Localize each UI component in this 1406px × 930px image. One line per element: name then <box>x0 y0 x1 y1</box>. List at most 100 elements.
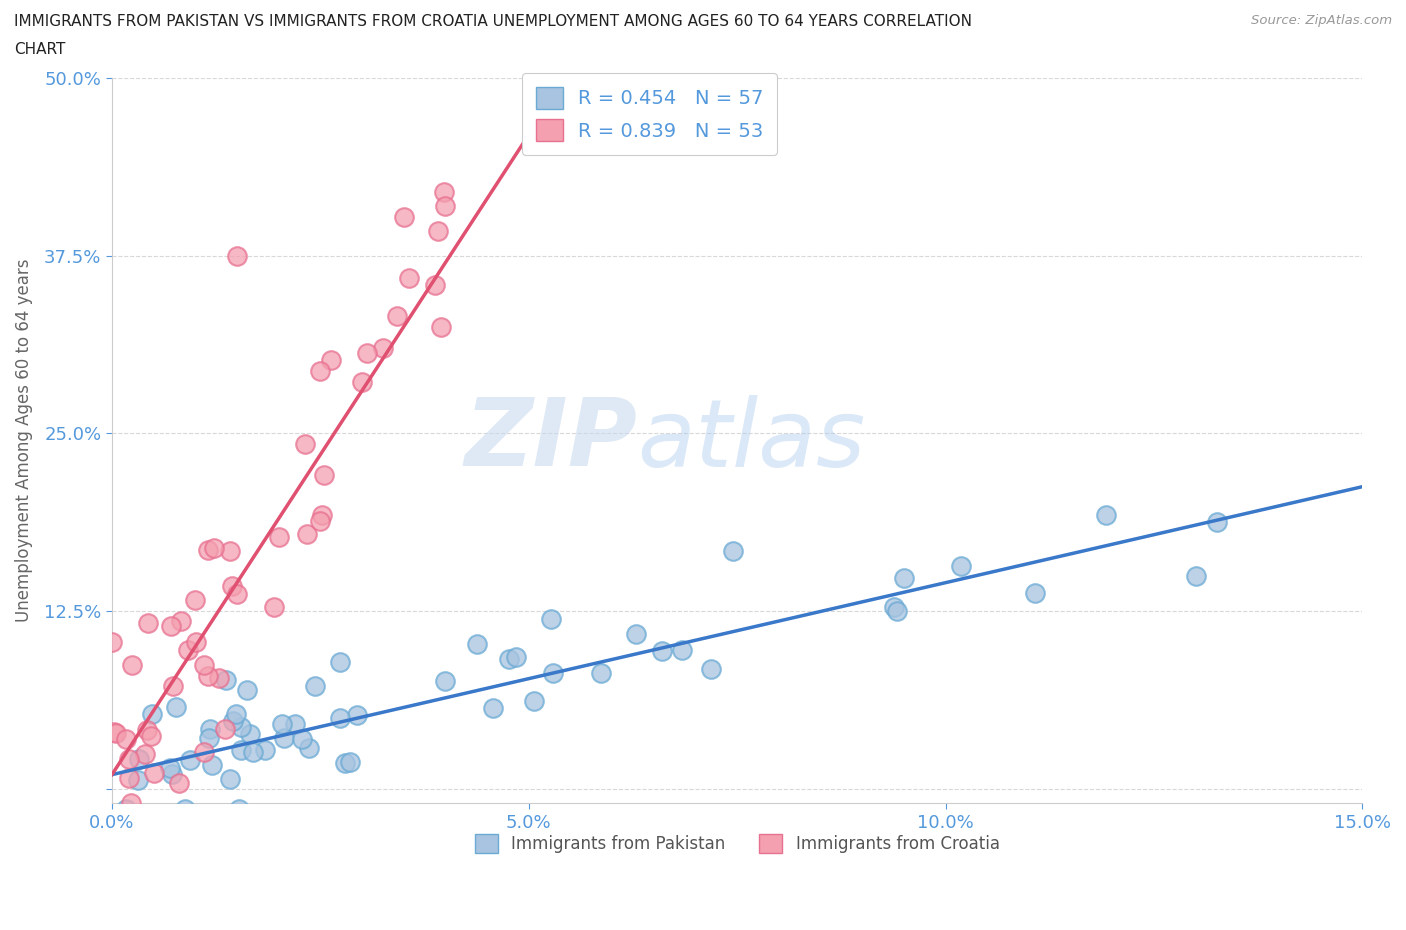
Point <box>254 742 277 757</box>
Point <box>160 767 183 782</box>
Point <box>159 761 181 776</box>
Point <box>309 514 332 529</box>
Point <box>319 353 342 368</box>
Point <box>121 658 143 672</box>
Point <box>225 707 247 722</box>
Point <box>215 673 238 688</box>
Point <box>207 671 229 685</box>
Legend: Immigrants from Pakistan, Immigrants from Croatia: Immigrants from Pakistan, Immigrants fro… <box>468 828 1007 860</box>
Point <box>346 707 368 722</box>
Point <box>115 802 138 817</box>
Point <box>721 544 744 559</box>
Point <box>350 375 373 390</box>
Point <box>1184 569 1206 584</box>
Point <box>141 707 163 722</box>
Point <box>166 814 188 829</box>
Point <box>433 185 456 200</box>
Point <box>294 436 316 451</box>
Point <box>304 678 326 693</box>
Point <box>271 716 294 731</box>
Point <box>160 618 183 633</box>
Point <box>118 751 141 766</box>
Point <box>103 900 125 915</box>
Point <box>103 724 125 739</box>
Point <box>136 616 159 631</box>
Point <box>193 658 215 672</box>
Point <box>228 801 250 816</box>
Point <box>465 637 488 652</box>
Point <box>222 713 245 728</box>
Point <box>174 802 197 817</box>
Point <box>426 224 449 239</box>
Point <box>523 694 546 709</box>
Point <box>298 740 321 755</box>
Point <box>118 770 141 785</box>
Point <box>671 643 693 658</box>
Point <box>329 711 352 725</box>
Y-axis label: Unemployment Among Ages 60 to 64 years: Unemployment Among Ages 60 to 64 years <box>15 259 32 622</box>
Point <box>543 666 565 681</box>
Point <box>1024 585 1046 600</box>
Point <box>219 543 242 558</box>
Point <box>651 644 673 658</box>
Point <box>886 604 908 618</box>
Point <box>893 571 915 586</box>
Point <box>221 578 243 593</box>
Point <box>329 654 352 669</box>
Point <box>273 731 295 746</box>
Point <box>239 726 262 741</box>
Point <box>434 673 457 688</box>
Point <box>193 745 215 760</box>
Point <box>127 772 149 787</box>
Point <box>184 593 207 608</box>
Point <box>226 248 249 263</box>
Point <box>229 720 252 735</box>
Point <box>1095 507 1118 522</box>
Point <box>120 795 142 810</box>
Point <box>218 772 240 787</box>
Point <box>197 730 219 745</box>
Point <box>162 679 184 694</box>
Point <box>101 634 124 649</box>
Point <box>482 700 505 715</box>
Point <box>356 346 378 361</box>
Point <box>624 627 647 642</box>
Point <box>202 540 225 555</box>
Point <box>105 725 128 740</box>
Text: Source: ZipAtlas.com: Source: ZipAtlas.com <box>1251 14 1392 27</box>
Point <box>314 468 336 483</box>
Point <box>200 722 222 737</box>
Point <box>139 728 162 743</box>
Point <box>883 599 905 614</box>
Point <box>498 652 520 667</box>
Point <box>128 751 150 766</box>
Point <box>179 752 201 767</box>
Point <box>505 650 527 665</box>
Point <box>284 717 307 732</box>
Point <box>267 529 290 544</box>
Point <box>434 199 457 214</box>
Text: IMMIGRANTS FROM PAKISTAN VS IMMIGRANTS FROM CROATIA UNEMPLOYMENT AMONG AGES 60 T: IMMIGRANTS FROM PAKISTAN VS IMMIGRANTS F… <box>14 14 972 29</box>
Point <box>295 526 318 541</box>
Point <box>242 745 264 760</box>
Text: ZIP: ZIP <box>464 394 637 486</box>
Point <box>311 508 333 523</box>
Point <box>142 765 165 780</box>
Point <box>309 364 332 379</box>
Point <box>430 320 453 335</box>
Point <box>540 612 562 627</box>
Point <box>398 271 420 286</box>
Point <box>214 721 236 736</box>
Point <box>115 731 138 746</box>
Point <box>423 277 446 292</box>
Point <box>392 210 415 225</box>
Point <box>134 747 156 762</box>
Point <box>949 558 972 573</box>
Point <box>335 756 357 771</box>
Point <box>373 340 395 355</box>
Point <box>231 742 253 757</box>
Point <box>125 830 148 844</box>
Point <box>226 587 249 602</box>
Point <box>197 669 219 684</box>
Point <box>201 757 224 772</box>
